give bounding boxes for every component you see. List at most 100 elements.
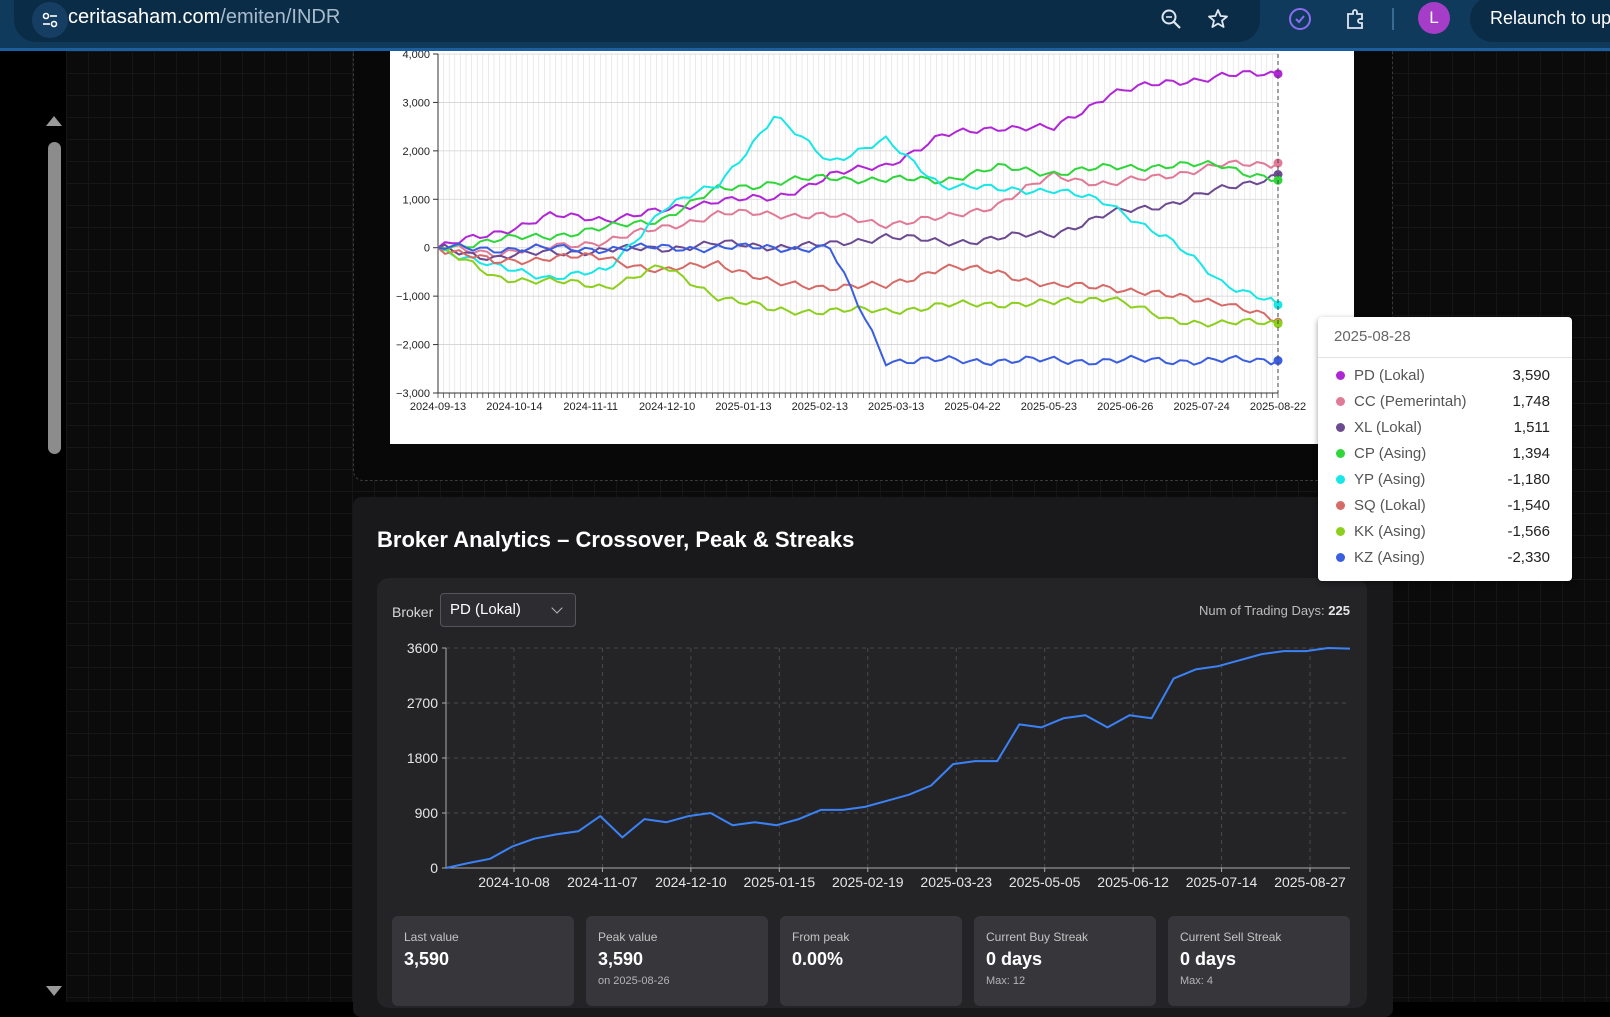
- tooltip-series-name: YP (Asing): [1354, 471, 1426, 488]
- series-line: [437, 242, 1279, 367]
- tooltip-series-name: SQ (Lokal): [1354, 497, 1426, 514]
- stat-sub: on 2025-08-26: [598, 975, 670, 987]
- stat-peak-value: Peak value 3,590 on 2025-08-26: [586, 916, 768, 1006]
- stat-value: 3,590: [598, 949, 644, 969]
- bookmark-star-icon[interactable]: [1203, 4, 1233, 34]
- stat-value: 3,590: [404, 949, 450, 969]
- scroll-down-arrow-icon[interactable]: [46, 986, 62, 996]
- y-tick-label: −2,000: [396, 340, 430, 352]
- series-line: [437, 70, 1279, 249]
- stat-last-value: Last value 3,590: [392, 916, 574, 1006]
- y-tick-label: 0: [424, 243, 430, 255]
- y-tick-label: 900: [415, 805, 439, 821]
- stat-from-peak: From peak 0.00%: [780, 916, 962, 1006]
- broker-label: Broker: [392, 604, 434, 620]
- scrollbar-thumb[interactable]: [48, 142, 61, 454]
- toolbar-divider: [1392, 8, 1394, 30]
- y-tick-label: −1,000: [396, 291, 430, 303]
- series-end-point: [1273, 69, 1283, 79]
- cumulative-broker-chart: 4,000 3,000 2,000 1,000 0 −1,000 −2,000 −3,000 2…: [390, 49, 1354, 444]
- stat-label: Current Sell Streak: [1180, 930, 1282, 944]
- y-tick-label: 2,000: [402, 146, 430, 158]
- tooltip-series-value: 3,590: [1512, 367, 1550, 384]
- scroll-up-arrow-icon[interactable]: [46, 116, 62, 126]
- extensions-puzzle-icon[interactable]: [1341, 4, 1371, 34]
- broker-series-line: [445, 647, 1351, 869]
- address-bar[interactable]: ceritasaham.com/emiten/INDR: [14, 0, 1260, 42]
- tooltip-series-name: KZ (Asing): [1354, 549, 1425, 566]
- x-tick-label: 2025-07-24: [1173, 401, 1229, 413]
- x-tick-label: 2025-04-22: [944, 401, 1000, 413]
- x-tick-label: 2025-05-05: [1009, 874, 1081, 890]
- series-dot-icon: [1336, 527, 1345, 536]
- tooltip-row: KK (Asing) -1,566: [1334, 521, 1560, 543]
- broker-line-chart: 3600 2700 1800 900 0 2024-10-08 2024-11-07 2024…: [392, 640, 1358, 890]
- x-tick-label: 2025-01-13: [715, 401, 771, 413]
- tooltip-series-name: CP (Asing): [1354, 445, 1427, 462]
- stat-value: 0 days: [1180, 949, 1237, 969]
- section-title: Broker Analytics – Crossover, Peak & Str…: [377, 527, 855, 552]
- series-line: [437, 159, 1279, 258]
- y-tick-label: 4,000: [402, 51, 430, 61]
- tooltip-row: SQ (Lokal) -1,540: [1334, 495, 1560, 517]
- y-tick-label: 3600: [407, 640, 438, 656]
- y-tick-label: −3,000: [396, 388, 430, 400]
- series-end-point: [1273, 300, 1283, 310]
- tooltip-series-value: 1,748: [1512, 393, 1550, 410]
- chart-tooltip: 2025-08-28 PD (Lokal) 3,590 CC (Pemerintah…: [1318, 317, 1572, 581]
- x-tick-label: 2024-12-10: [655, 874, 727, 890]
- x-tick-label: 2025-06-26: [1097, 401, 1153, 413]
- stat-label: Peak value: [598, 930, 658, 944]
- stat-value: 0 days: [986, 949, 1043, 969]
- tooltip-series-name: CC (Pemerintah): [1354, 393, 1467, 410]
- y-tick-label: 0: [430, 860, 438, 876]
- tooltip-row: CC (Pemerintah) 1,748: [1334, 391, 1560, 413]
- series-line: [437, 159, 1279, 252]
- tooltip-series-name: PD (Lokal): [1354, 367, 1425, 384]
- series-dot-icon: [1336, 475, 1345, 484]
- tooltip-series-value: -1,540: [1507, 497, 1550, 514]
- zoom-icon[interactable]: [1156, 4, 1186, 34]
- chevron-down-icon: [551, 602, 563, 614]
- site-settings-icon[interactable]: [32, 2, 68, 38]
- stat-label: Current Buy Streak: [986, 930, 1089, 944]
- x-tick-label: 2025-01-15: [744, 874, 816, 890]
- tooltip-divider: [1318, 357, 1572, 358]
- tooltip-series-value: -1,180: [1507, 471, 1550, 488]
- trading-days-count: Num of Trading Days: 225: [1199, 603, 1350, 618]
- y-tick-label: 3,000: [402, 97, 430, 109]
- url-text[interactable]: ceritasaham.com/emiten/INDR: [68, 6, 340, 29]
- url-domain: ceritasaham.com: [68, 6, 221, 28]
- x-tick-label: 2024-09-13: [410, 401, 466, 413]
- tooltip-row: YP (Asing) -1,180: [1334, 469, 1560, 491]
- series-dot-icon: [1336, 501, 1345, 510]
- y-tick-label: 1800: [407, 750, 438, 766]
- tooltip-row: KZ (Asing) -2,330: [1334, 547, 1560, 569]
- tooltip-row: PD (Lokal) 3,590: [1334, 365, 1560, 387]
- series-dot-icon: [1336, 371, 1345, 380]
- x-tick-label: 2024-10-14: [486, 401, 542, 413]
- series-end-point: [1273, 158, 1283, 168]
- x-tick-label: 2025-03-13: [868, 401, 924, 413]
- series-end-point: [1273, 356, 1283, 366]
- trading-days-value: 225: [1328, 603, 1350, 618]
- x-tick-label: 2024-11-11: [563, 401, 618, 413]
- relaunch-button[interactable]: Relaunch to up: [1470, 0, 1610, 42]
- stat-label: Last value: [404, 930, 459, 944]
- tooltip-series-value: -1,566: [1507, 523, 1550, 540]
- x-tick-label: 2025-03-23: [920, 874, 992, 890]
- extension-clock-icon[interactable]: [1285, 4, 1315, 34]
- stat-sell-streak: Current Sell Streak 0 days Max: 4: [1168, 916, 1350, 1006]
- cumulative-chart-svg: 4,0003,0002,0001,0000−1,000−2,000−3,0002…: [396, 49, 1306, 413]
- series-dot-icon: [1336, 423, 1345, 432]
- stat-sub: Max: 12: [986, 975, 1026, 987]
- broker-select[interactable]: PD (Lokal): [440, 593, 576, 627]
- url-path: /emiten/INDR: [220, 6, 341, 28]
- x-tick-label: 2025-02-13: [792, 401, 848, 413]
- trading-days-label: Num of Trading Days:: [1198, 603, 1325, 618]
- y-tick-label: 1,000: [402, 194, 430, 206]
- stat-sub: Max: 4: [1180, 975, 1214, 987]
- profile-avatar[interactable]: L: [1418, 2, 1450, 34]
- browser-toolbar: ceritasaham.com/emiten/INDR L Relaunch t…: [0, 0, 1610, 51]
- x-tick-label: 2025-05-23: [1021, 401, 1077, 413]
